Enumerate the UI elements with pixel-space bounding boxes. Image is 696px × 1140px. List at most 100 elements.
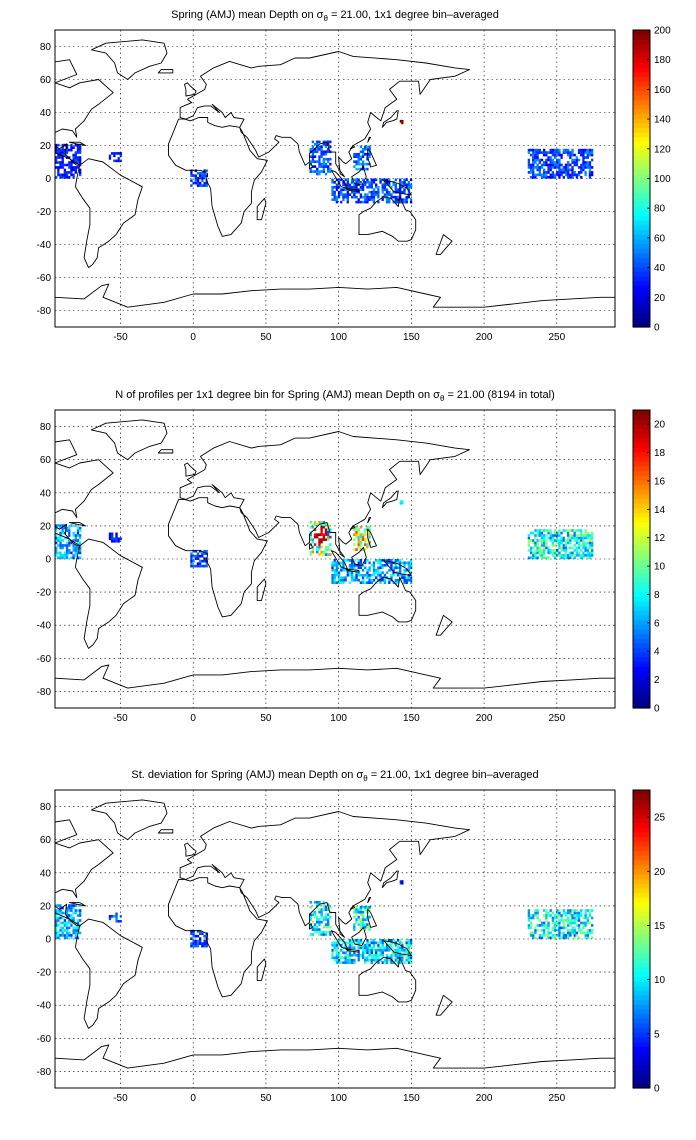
data-cell [324, 908, 328, 912]
data-cell [320, 162, 323, 166]
data-cell [540, 929, 544, 932]
data-cell [364, 943, 367, 947]
data-cell [113, 914, 116, 918]
data-cell [199, 181, 202, 185]
data-cell [527, 911, 531, 915]
data-cell [59, 536, 62, 540]
data-cell [575, 529, 579, 532]
data-cell [190, 552, 193, 556]
data-cell [407, 563, 411, 567]
data-cell [68, 541, 71, 545]
data-cell [396, 948, 400, 952]
data-cell [192, 944, 195, 948]
data-cell [368, 928, 371, 931]
data-cell [368, 185, 371, 189]
data-cell [403, 573, 406, 577]
data-cell [571, 916, 574, 920]
data-cell [313, 533, 317, 536]
data-cell [190, 171, 193, 175]
data-cell [344, 946, 347, 950]
data-cell [580, 549, 583, 552]
data-cell [551, 544, 555, 547]
data-cell [313, 520, 317, 524]
data-cell [569, 934, 572, 937]
data-cell [344, 188, 347, 192]
data-cell [357, 958, 360, 962]
data-cell [567, 176, 570, 179]
data-cell [357, 953, 360, 957]
data-cell [108, 537, 112, 541]
data-cell [527, 544, 531, 547]
data-cell [558, 926, 561, 930]
data-cell [342, 581, 345, 584]
data-cell [553, 556, 557, 560]
data-cell [573, 934, 576, 937]
data-cell [547, 536, 550, 540]
data-cell [61, 156, 64, 159]
data-cell [322, 167, 325, 171]
data-cell [553, 531, 557, 535]
data-cell [368, 946, 371, 950]
data-cell [344, 576, 347, 580]
data-cell [383, 193, 387, 196]
data-cell [79, 911, 82, 915]
data-cell [573, 534, 576, 537]
data-cell [333, 193, 336, 196]
colorbar-tick-label: 0 [654, 323, 660, 334]
data-cell [551, 549, 555, 552]
data-cell [333, 563, 336, 567]
data-cell [324, 533, 328, 536]
coastline-java [345, 568, 360, 573]
data-cell [582, 546, 585, 550]
data-cell [70, 541, 73, 545]
data-cell [407, 188, 411, 192]
data-cell [558, 539, 561, 542]
data-cell [549, 158, 552, 162]
data-cell [575, 534, 579, 537]
data-cell [527, 926, 531, 930]
data-cell [311, 910, 315, 914]
data-cell [348, 193, 352, 196]
data-cell [320, 538, 323, 541]
data-cell [311, 150, 315, 154]
data-cell [361, 943, 365, 947]
data-cell [346, 571, 349, 575]
data-cell [556, 148, 559, 152]
data-cell [573, 163, 576, 167]
coastline-south-america [74, 538, 143, 649]
data-cell [560, 926, 563, 930]
data-cell [588, 929, 592, 932]
data-cell [320, 908, 323, 912]
data-cell [355, 178, 358, 182]
data-cell [588, 151, 592, 154]
data-cell [355, 939, 358, 942]
data-cell [567, 531, 570, 535]
data-cell [588, 536, 592, 540]
data-cell [392, 183, 395, 187]
colorbar-tick-label: 14 [654, 505, 666, 516]
data-cell [348, 188, 352, 192]
data-cell [76, 541, 80, 545]
data-cell [377, 953, 380, 957]
data-cell [318, 543, 321, 546]
data-cell [327, 147, 330, 151]
data-cell [558, 544, 561, 547]
data-cell [318, 920, 321, 924]
data-cell [545, 919, 548, 922]
data-cell [403, 948, 406, 952]
data-cell [324, 530, 328, 534]
data-cell [385, 559, 389, 562]
data-cell [551, 541, 555, 545]
data-cell [313, 930, 317, 934]
data-cell [353, 578, 356, 582]
data-cell [108, 157, 112, 160]
data-cell [564, 914, 568, 917]
data-cell [194, 944, 197, 948]
data-cell [571, 148, 574, 152]
data-cell [337, 185, 341, 189]
data-cell [543, 171, 546, 174]
data-cell [586, 936, 589, 940]
data-cell [366, 948, 369, 952]
data-cell [309, 170, 312, 173]
